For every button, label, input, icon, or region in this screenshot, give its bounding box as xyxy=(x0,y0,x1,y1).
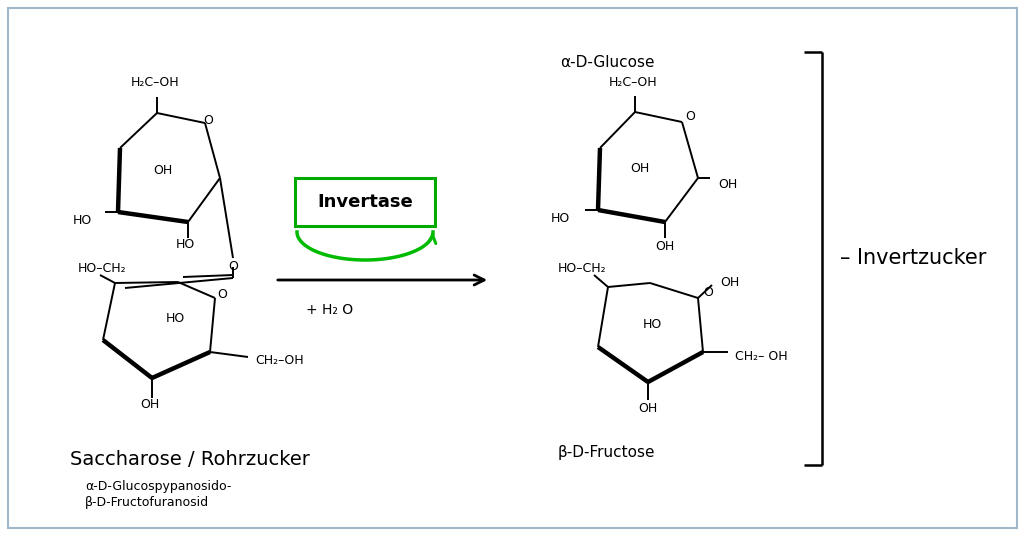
Text: OH: OH xyxy=(140,398,160,412)
Text: Saccharose / Rohrzucker: Saccharose / Rohrzucker xyxy=(70,450,310,469)
Text: O: O xyxy=(685,110,695,123)
Text: HO: HO xyxy=(550,212,570,225)
Text: OH: OH xyxy=(630,161,649,175)
Text: HO–CH₂: HO–CH₂ xyxy=(558,262,607,274)
Text: HO–CH₂: HO–CH₂ xyxy=(78,262,127,274)
FancyBboxPatch shape xyxy=(295,178,435,226)
Text: O: O xyxy=(228,260,238,273)
Text: OH: OH xyxy=(718,178,737,191)
Text: – Invertzucker: – Invertzucker xyxy=(840,249,986,269)
Text: OH: OH xyxy=(655,240,674,252)
Text: O: O xyxy=(217,288,227,301)
Text: CH₂– OH: CH₂– OH xyxy=(735,351,787,363)
Text: OH: OH xyxy=(639,401,658,414)
Text: O: O xyxy=(203,114,213,126)
Text: OH: OH xyxy=(720,276,739,288)
Text: OH: OH xyxy=(153,163,172,176)
Text: HO: HO xyxy=(643,318,661,331)
Text: H₂C–OH: H₂C–OH xyxy=(609,76,657,88)
Text: α-D-Glucose: α-D-Glucose xyxy=(560,55,655,70)
Text: CH₂–OH: CH₂–OH xyxy=(255,354,303,367)
Text: Invertase: Invertase xyxy=(317,193,413,211)
Text: H₂C–OH: H₂C–OH xyxy=(131,77,179,90)
Text: HO: HO xyxy=(165,311,184,324)
Text: β-D-Fructofuranosid: β-D-Fructofuranosid xyxy=(85,496,209,509)
Text: HO: HO xyxy=(73,213,92,227)
Text: HO: HO xyxy=(175,239,195,251)
Text: β-D-Fructose: β-D-Fructose xyxy=(558,445,656,460)
Text: + H₂ O: + H₂ O xyxy=(306,303,354,317)
Text: O: O xyxy=(703,287,713,300)
Text: α-D-Glucospypanosido-: α-D-Glucospypanosido- xyxy=(85,480,232,493)
